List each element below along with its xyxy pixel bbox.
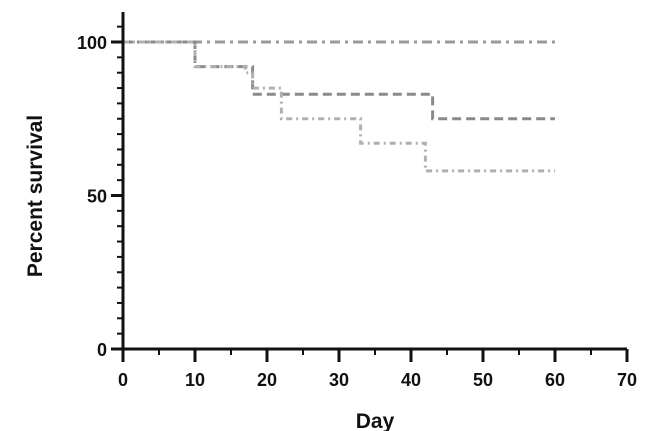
y-tick-label: 0 bbox=[97, 340, 107, 360]
series-layer bbox=[123, 42, 555, 171]
series-2-line bbox=[123, 42, 555, 119]
x-tick-label: 60 bbox=[545, 370, 565, 390]
x-tick-label: 70 bbox=[617, 370, 637, 390]
x-tick-label: 50 bbox=[473, 370, 493, 390]
x-tick-label: 30 bbox=[329, 370, 349, 390]
x-tick-label: 10 bbox=[185, 370, 205, 390]
axes-layer: 0 50 100 0 10 20 30 40 50 60 70 bbox=[77, 12, 637, 390]
y-axis-title: Percent survival bbox=[24, 115, 47, 277]
y-tick-label: 100 bbox=[77, 33, 107, 53]
x-tick-label: 20 bbox=[257, 370, 277, 390]
series-3-line bbox=[123, 42, 555, 171]
x-tick-label: 40 bbox=[401, 370, 421, 390]
x-tick-label: 0 bbox=[118, 370, 128, 390]
y-tick-label: 50 bbox=[87, 187, 107, 207]
x-axis-title: Day bbox=[356, 410, 395, 431]
